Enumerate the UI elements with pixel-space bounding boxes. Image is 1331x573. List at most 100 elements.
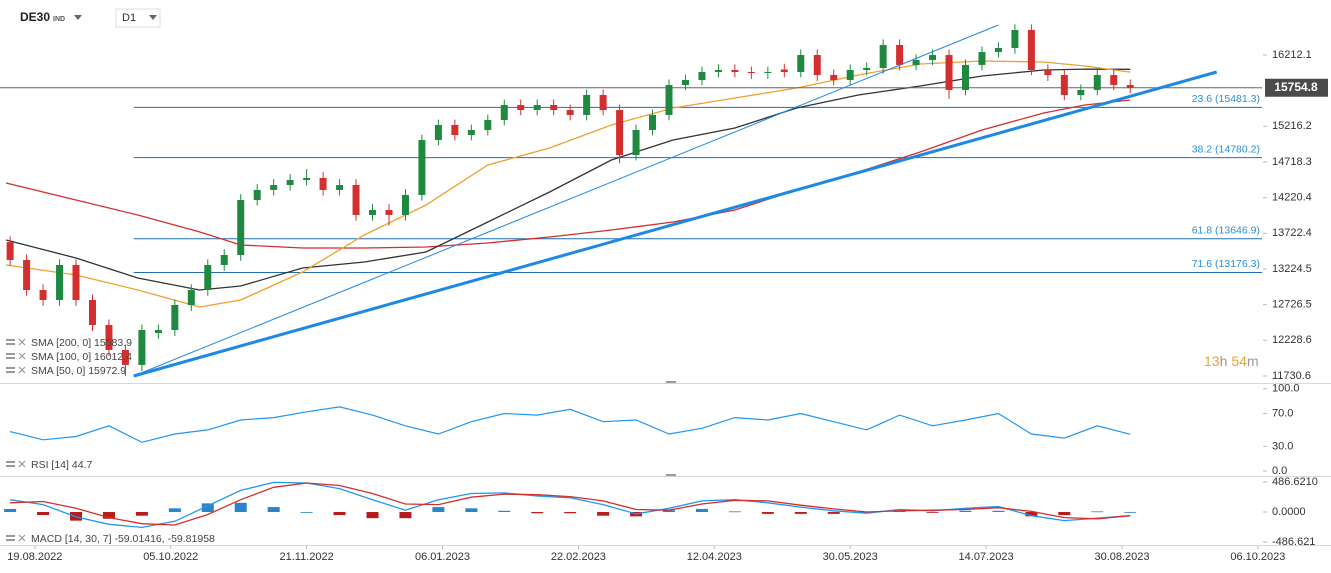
candle-body [319,177,327,190]
y-tick-label: 12228.6 [1272,334,1312,346]
candle-body [533,105,541,111]
candle-body [270,185,278,190]
candle-body [945,55,953,90]
candle-body [616,110,624,156]
legend-menu-icon [6,539,15,541]
x-tick-label: 06.10.2023 [1230,551,1285,563]
legend-menu-icon [6,343,15,345]
y-tick-label: 14718.3 [1272,156,1312,168]
candle-body [500,105,508,120]
candle-body [56,264,64,300]
candle-body [764,71,772,73]
macd-histogram-bar [366,512,379,519]
candle-body [665,85,673,115]
symbol: DE30 [20,10,50,24]
resize-handle[interactable] [666,474,676,476]
y-tick-label: 13722.4 [1272,227,1312,239]
candle-body [467,130,475,136]
trendline [133,70,1218,378]
candle-body [369,210,377,215]
candle-body [352,185,360,215]
candle-body [879,44,887,68]
macd-histogram-bar [267,507,280,513]
x-tick-label: 05.10.2022 [143,551,198,563]
candle-body [912,60,920,65]
timeframe-box [115,8,161,28]
candle-body [1011,30,1019,48]
candle-body [39,290,47,300]
candle-body [1060,74,1068,95]
signal-line [10,482,1131,526]
axes: 16212.1 15216.2 14718.3 14220.4 13722.4 13224… [7,49,1328,563]
macd-histogram-bar [926,512,939,513]
legend-menu-icon [6,339,15,341]
candle-body [978,52,986,65]
legend-entry: SMA [200, 0] 15583.9 [31,337,132,349]
resize-handle[interactable] [666,381,676,383]
candle-body [88,299,96,325]
countdown: 13h 54m [1204,353,1259,369]
candle-body [846,69,854,81]
macd-histogram-bar [761,512,774,514]
macd-histogram-bar [564,512,577,514]
macd-histogram-bar [135,512,148,516]
legend-menu-icon [6,357,15,359]
countdown-minutes: 54 [1231,353,1247,369]
y-tick-label: 12726.5 [1272,299,1312,311]
candle-body [1027,30,1035,70]
y-tick-label: 14220.4 [1272,192,1312,204]
macd-histogram-bar [1124,511,1137,513]
macd-histogram-bar [695,508,708,513]
y-tick-label: 0.0000 [1272,506,1306,518]
sma-line [5,99,1131,249]
macd-histogram-bar [663,510,676,513]
candle-body [336,185,344,190]
candle-body [714,69,722,72]
candle-body [566,110,574,115]
candle-body [731,69,739,72]
candle-body [204,264,212,291]
candle-body [1077,89,1085,95]
candle-body [237,199,245,255]
sma-line [5,60,1131,308]
legend-menu-icon [6,367,15,369]
candle-body [434,124,442,141]
candle-body [863,67,871,70]
fib-label: 61.8 (13646.9) [1192,225,1260,237]
legend-menu-icon [6,465,15,467]
last-price-label: 15754.8 [1274,80,1318,94]
candle-body [583,94,591,115]
x-tick-label: 12.04.2023 [687,551,742,563]
macd-histogram-bar [992,510,1005,513]
candle-body [1044,69,1052,75]
y-tick-label: 100.0 [1272,383,1300,395]
price-panel: 23.6 (15481.3) 38.2 (14780.2) 61.8 (13646.… [0,24,1262,378]
x-tick-label: 19.08.2022 [7,551,62,563]
candle-body [780,69,788,72]
macd-histogram-bar [498,510,511,513]
candle-body [896,44,904,65]
macd-histogram-bar [102,512,115,519]
y-tick-label: -486.621 [1272,536,1315,548]
y-tick-label: 486.6210 [1272,476,1318,488]
candle-body [187,290,195,305]
candle-body [121,349,129,365]
y-tick-label: 16212.1 [1272,49,1312,61]
macd-histogram-bar [959,510,972,513]
x-tick-label: 30.05.2023 [823,551,878,563]
y-tick-label: 11730.6 [1272,370,1311,382]
timeframe-selector[interactable]: D1 [115,8,161,28]
macd-histogram-bar [4,508,17,513]
y-tick-label: 70.0 [1272,407,1293,419]
macd-histogram-bar [465,508,478,513]
last-price-tag [1265,78,1328,97]
candle-body [599,94,607,111]
macd-histogram-bar [597,512,610,516]
symbol-selector[interactable]: DE30 IND [20,10,82,24]
legend-menu-icon [6,371,15,373]
macd-histogram-bar [333,512,346,516]
macd-histogram-bar [234,502,247,513]
candle-body [929,55,937,61]
